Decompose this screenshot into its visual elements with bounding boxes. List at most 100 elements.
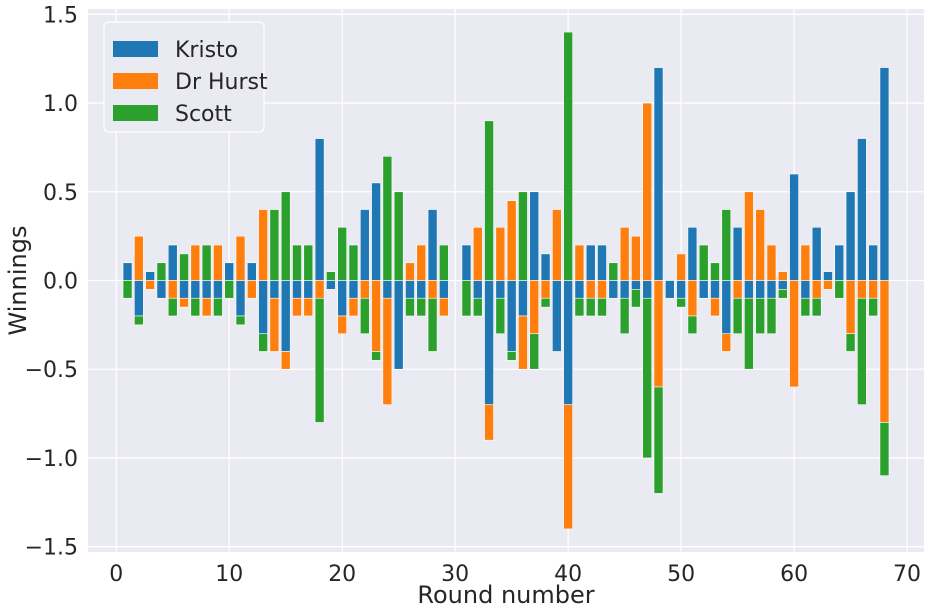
- bar-kristo-round-25: [393, 280, 404, 370]
- bar-scott-round-1: [122, 280, 133, 299]
- bar-dr-hurst-round-17: [303, 297, 314, 317]
- bar-kristo-round-49: [664, 280, 675, 299]
- y-tick-label: 1.0: [43, 92, 78, 117]
- bar-kristo-round-40: [563, 280, 573, 406]
- bar-kristo-round-42: [585, 244, 596, 281]
- bar-kristo-round-9: [213, 280, 223, 299]
- bar-dr-hurst-round-23: [371, 280, 381, 352]
- bar-dr-hurst-round-24: [382, 297, 393, 406]
- legend-label: Kristo: [175, 38, 238, 63]
- x-axis-label: Round number: [417, 581, 594, 609]
- bar-kristo-round-18: [314, 138, 325, 281]
- bar-kristo-round-62: [811, 226, 822, 281]
- bar-kristo-round-59: [777, 280, 788, 290]
- legend-swatch-dr-hurst: [113, 73, 158, 89]
- bar-scott-round-47: [642, 297, 653, 459]
- bar-dr-hurst-round-61: [800, 244, 811, 281]
- bar-dr-hurst-round-54: [721, 333, 732, 352]
- bar-dr-hurst-round-28: [427, 280, 438, 299]
- bar-scott-round-58: [766, 297, 777, 335]
- bar-scott-round-55: [732, 297, 743, 335]
- bar-dr-hurst-round-46: [631, 235, 641, 281]
- bar-scott-round-46: [631, 289, 641, 308]
- bar-scott-round-32: [472, 297, 483, 317]
- bar-scott-round-40: [563, 31, 573, 281]
- bar-kristo-round-50: [676, 280, 686, 299]
- bar-kristo-round-37: [529, 191, 540, 281]
- bar-scott-round-14: [269, 209, 280, 281]
- bar-kristo-round-60: [789, 173, 799, 281]
- bar-scott-round-2: [134, 315, 144, 326]
- bar-scott-round-18: [314, 297, 325, 423]
- bar-dr-hurst-round-3: [145, 280, 155, 290]
- bar-dr-hurst-round-68: [879, 280, 890, 423]
- bar-dr-hurst-round-9: [213, 244, 223, 281]
- bar-scott-round-4: [156, 262, 167, 281]
- bar-kristo-round-19: [326, 280, 336, 290]
- x-tick-label: 30: [441, 562, 469, 587]
- bar-kristo-round-58: [766, 280, 777, 299]
- y-tick-label: −0.5: [25, 358, 78, 383]
- bar-scott-round-28: [427, 297, 438, 352]
- bar-scott-round-52: [698, 244, 709, 281]
- bar-kristo-round-31: [461, 244, 472, 281]
- y-tick-label: 0.5: [43, 181, 78, 206]
- x-tick-label: 0: [109, 562, 123, 587]
- bar-kristo-round-52: [698, 280, 709, 299]
- x-tick-label: 20: [328, 562, 356, 587]
- bar-kristo-round-56: [744, 280, 754, 299]
- bar-kristo-round-57: [755, 280, 766, 299]
- bar-kristo-round-43: [597, 244, 607, 281]
- bar-dr-hurst-round-41: [574, 244, 585, 281]
- bar-dr-hurst-round-12: [246, 280, 257, 299]
- bar-scott-round-19: [326, 271, 336, 281]
- x-tick-label: 40: [554, 562, 582, 587]
- bar-kristo-round-68: [879, 67, 890, 281]
- bar-kristo-round-55: [732, 226, 743, 281]
- bar-dr-hurst-round-13: [258, 209, 268, 281]
- bar-dr-hurst-round-5: [167, 280, 178, 299]
- grid-lines: [88, 9, 924, 552]
- bar-dr-hurst-round-8: [201, 297, 212, 317]
- bar-kristo-round-35: [506, 280, 517, 352]
- bar-kristo-round-34: [495, 280, 506, 299]
- bar-scott-round-54: [721, 209, 732, 281]
- bar-dr-hurst-round-53: [710, 297, 720, 317]
- bar-kristo-round-33: [484, 280, 494, 406]
- bar-kristo-round-24: [382, 280, 393, 299]
- bars: [122, 31, 890, 530]
- bar-dr-hurst-round-29: [439, 297, 449, 317]
- bar-scott-round-25: [393, 191, 404, 281]
- bar-dr-hurst-round-48: [653, 280, 664, 388]
- bar-kristo-round-51: [687, 226, 698, 281]
- bar-dr-hurst-round-34: [495, 226, 506, 281]
- x-tick-label: 50: [667, 562, 695, 587]
- bar-kristo-round-67: [868, 244, 878, 281]
- bar-scott-round-31: [461, 280, 472, 317]
- bar-dr-hurst-round-60: [789, 280, 799, 388]
- bar-kristo-round-16: [292, 280, 302, 299]
- bar-dr-hurst-round-32: [472, 226, 483, 281]
- bar-scott-round-21: [348, 244, 359, 281]
- bar-scott-round-5: [167, 297, 178, 317]
- bar-dr-hurst-round-56: [744, 191, 754, 281]
- bar-dr-hurst-round-42: [585, 280, 596, 299]
- bar-kristo-round-12: [246, 262, 257, 281]
- bar-scott-round-8: [201, 244, 212, 281]
- bar-scott-round-43: [597, 297, 607, 317]
- bar-kristo-round-6: [179, 280, 189, 299]
- bar-scott-round-62: [811, 297, 822, 317]
- bar-kristo-round-65: [845, 191, 856, 281]
- bar-kristo-round-41: [574, 280, 585, 299]
- bar-dr-hurst-round-63: [823, 280, 833, 290]
- bar-dr-hurst-round-26: [405, 262, 415, 281]
- bar-kristo-round-20: [337, 280, 348, 317]
- y-tick-label: 0.0: [43, 270, 78, 295]
- bar-kristo-round-48: [653, 67, 664, 281]
- bar-dr-hurst-round-15: [280, 351, 291, 370]
- bar-kristo-round-5: [167, 244, 178, 281]
- bar-kristo-round-44: [608, 280, 619, 299]
- bar-dr-hurst-round-43: [597, 280, 607, 299]
- bar-kristo-round-32: [472, 280, 483, 299]
- bar-scott-round-33: [484, 120, 494, 281]
